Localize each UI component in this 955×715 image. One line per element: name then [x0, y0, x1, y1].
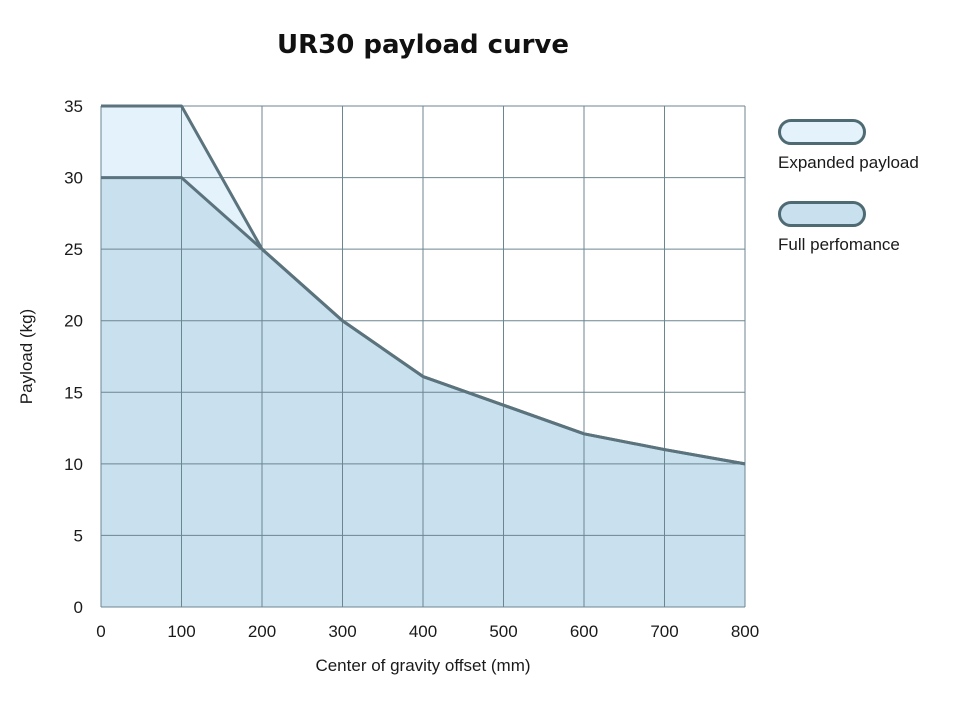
x-tick-labels: 0 100 200 300 400 500 600 700 800	[96, 622, 759, 641]
x-tick-label: 800	[731, 622, 759, 641]
y-tick-label: 20	[64, 312, 83, 331]
y-tick-labels: 0 5 10 15 20 25 30 35	[64, 97, 83, 617]
legend-swatch-full	[778, 201, 866, 227]
legend-item-full: Full perfomance	[778, 201, 900, 255]
y-tick-label: 15	[64, 383, 83, 402]
y-tick-label: 0	[74, 598, 83, 617]
x-tick-label: 0	[96, 622, 105, 641]
y-tick-label: 35	[64, 97, 83, 116]
legend-item-expanded: Expanded payload	[778, 119, 919, 173]
x-tick-label: 300	[328, 622, 356, 641]
legend-label-expanded: Expanded payload	[778, 153, 919, 172]
legend-swatch-expanded	[778, 119, 866, 145]
series-line-full	[101, 176, 746, 466]
x-tick-label: 100	[167, 622, 195, 641]
y-tick-label: 25	[64, 240, 83, 259]
grid-layer	[100, 105, 746, 608]
x-tick-label: 500	[489, 622, 517, 641]
y-tick-label: 5	[74, 526, 83, 545]
y-tick-label: 30	[64, 169, 83, 188]
x-tick-label: 700	[650, 622, 678, 641]
x-axis-label: Center of gravity offset (mm)	[315, 656, 530, 675]
legend-label-full: Full perfomance	[778, 235, 900, 254]
x-tick-label: 200	[248, 622, 276, 641]
x-tick-label: 600	[570, 622, 598, 641]
x-tick-label: 400	[409, 622, 437, 641]
y-tick-label: 10	[64, 455, 83, 474]
line-layer	[101, 104, 746, 466]
chart-title: UR30 payload curve	[277, 30, 569, 60]
y-axis-label: Payload (kg)	[17, 309, 36, 404]
